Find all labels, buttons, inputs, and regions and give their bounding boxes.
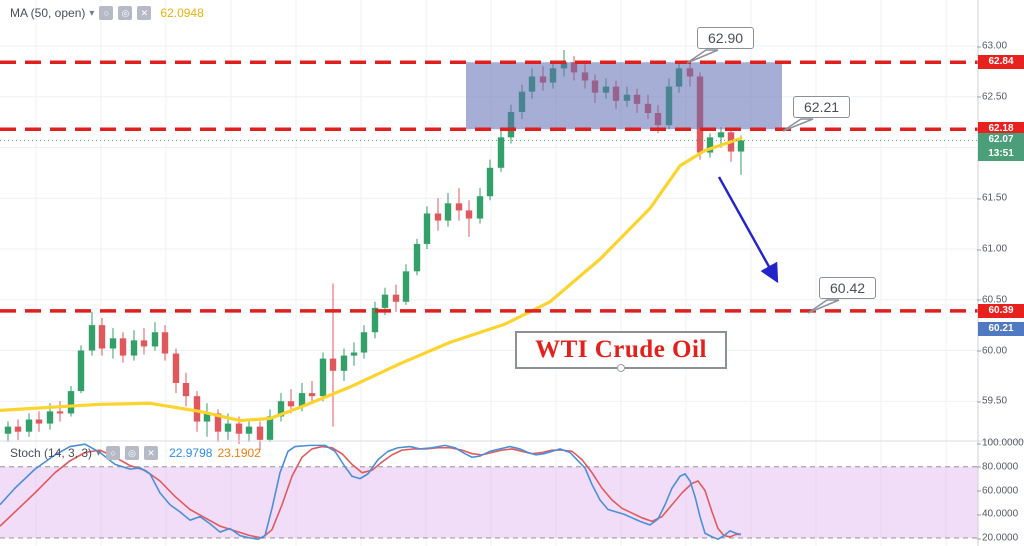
stoch-axis-tick[interactable]: 80.0000	[977, 461, 1024, 472]
annotation-handle[interactable]	[617, 364, 625, 372]
stoch-k-line	[0, 443, 742, 540]
trend-arrow[interactable]	[717, 176, 779, 284]
price-tag: 62.07	[978, 133, 1024, 148]
callout-tail	[686, 49, 719, 64]
price-tag: 62.84	[978, 55, 1024, 70]
price-tag: 62.18	[978, 122, 1024, 137]
callout-tail	[807, 299, 840, 314]
close-icon[interactable]: ✕	[137, 6, 152, 20]
stoch-indicator-legend: Stoch (14, 3, 3) ▾ ○ ◎ ✕ 22.9798 23.1902	[10, 446, 261, 460]
callout-tail	[782, 118, 814, 132]
stoch-indicator-label[interactable]: Stoch (14, 3, 3)	[10, 446, 93, 460]
consolidation-box[interactable]	[466, 62, 782, 130]
stoch-axis-tick[interactable]: 100.0000	[977, 437, 1024, 449]
price-axis-tick[interactable]: 59.50	[977, 396, 1024, 407]
price-callout[interactable]: 62.21	[793, 96, 851, 118]
price-callout[interactable]: 60.42	[819, 277, 877, 299]
price-tag: 13:51	[978, 147, 1024, 162]
ma-value: 62.0948	[160, 6, 204, 20]
stoch-axis-tick[interactable]: 60.0000	[977, 485, 1024, 496]
chevron-down-icon[interactable]: ▾	[89, 7, 95, 19]
price-axis-tick[interactable]: 60.50	[977, 294, 1024, 305]
price-axis-tick[interactable]: 62.50	[977, 91, 1024, 102]
stoch-axis-tick[interactable]: 20.0000	[977, 533, 1024, 544]
stoch-d-value: 23.1902	[217, 446, 261, 460]
close-icon[interactable]: ✕	[144, 446, 159, 460]
ma50-line	[0, 136, 743, 423]
settings-icon[interactable]: ◎	[118, 6, 133, 20]
price-axis-tick[interactable]: 63.00	[977, 41, 1024, 52]
eye-icon[interactable]: ○	[106, 446, 121, 460]
price-axis-tick[interactable]: 61.50	[977, 193, 1024, 204]
chart-title-annotation[interactable]: WTI Crude Oil	[515, 331, 727, 372]
price-axis-tick[interactable]: 61.00	[977, 244, 1024, 255]
ma-indicator-legend: MA (50, open) ▾ ○ ◎ ✕ 62.0948	[10, 6, 204, 20]
settings-icon[interactable]: ◎	[125, 446, 140, 460]
ma-indicator-label[interactable]: MA (50, open)	[10, 6, 86, 20]
price-tag: 60.21	[978, 322, 1024, 337]
candlestick-series	[4, 50, 745, 450]
price-callout[interactable]: 62.90	[697, 27, 755, 49]
price-tag: 60.39	[978, 303, 1024, 318]
stoch-k-value: 22.9798	[169, 446, 213, 460]
eye-icon[interactable]: ○	[99, 6, 114, 20]
chart-title-text: WTI Crude Oil	[535, 336, 707, 363]
price-axis-tick[interactable]: 60.00	[977, 345, 1024, 356]
chevron-down-icon[interactable]: ▾	[96, 447, 102, 459]
stoch-axis-tick[interactable]: 40.0000	[977, 509, 1024, 520]
